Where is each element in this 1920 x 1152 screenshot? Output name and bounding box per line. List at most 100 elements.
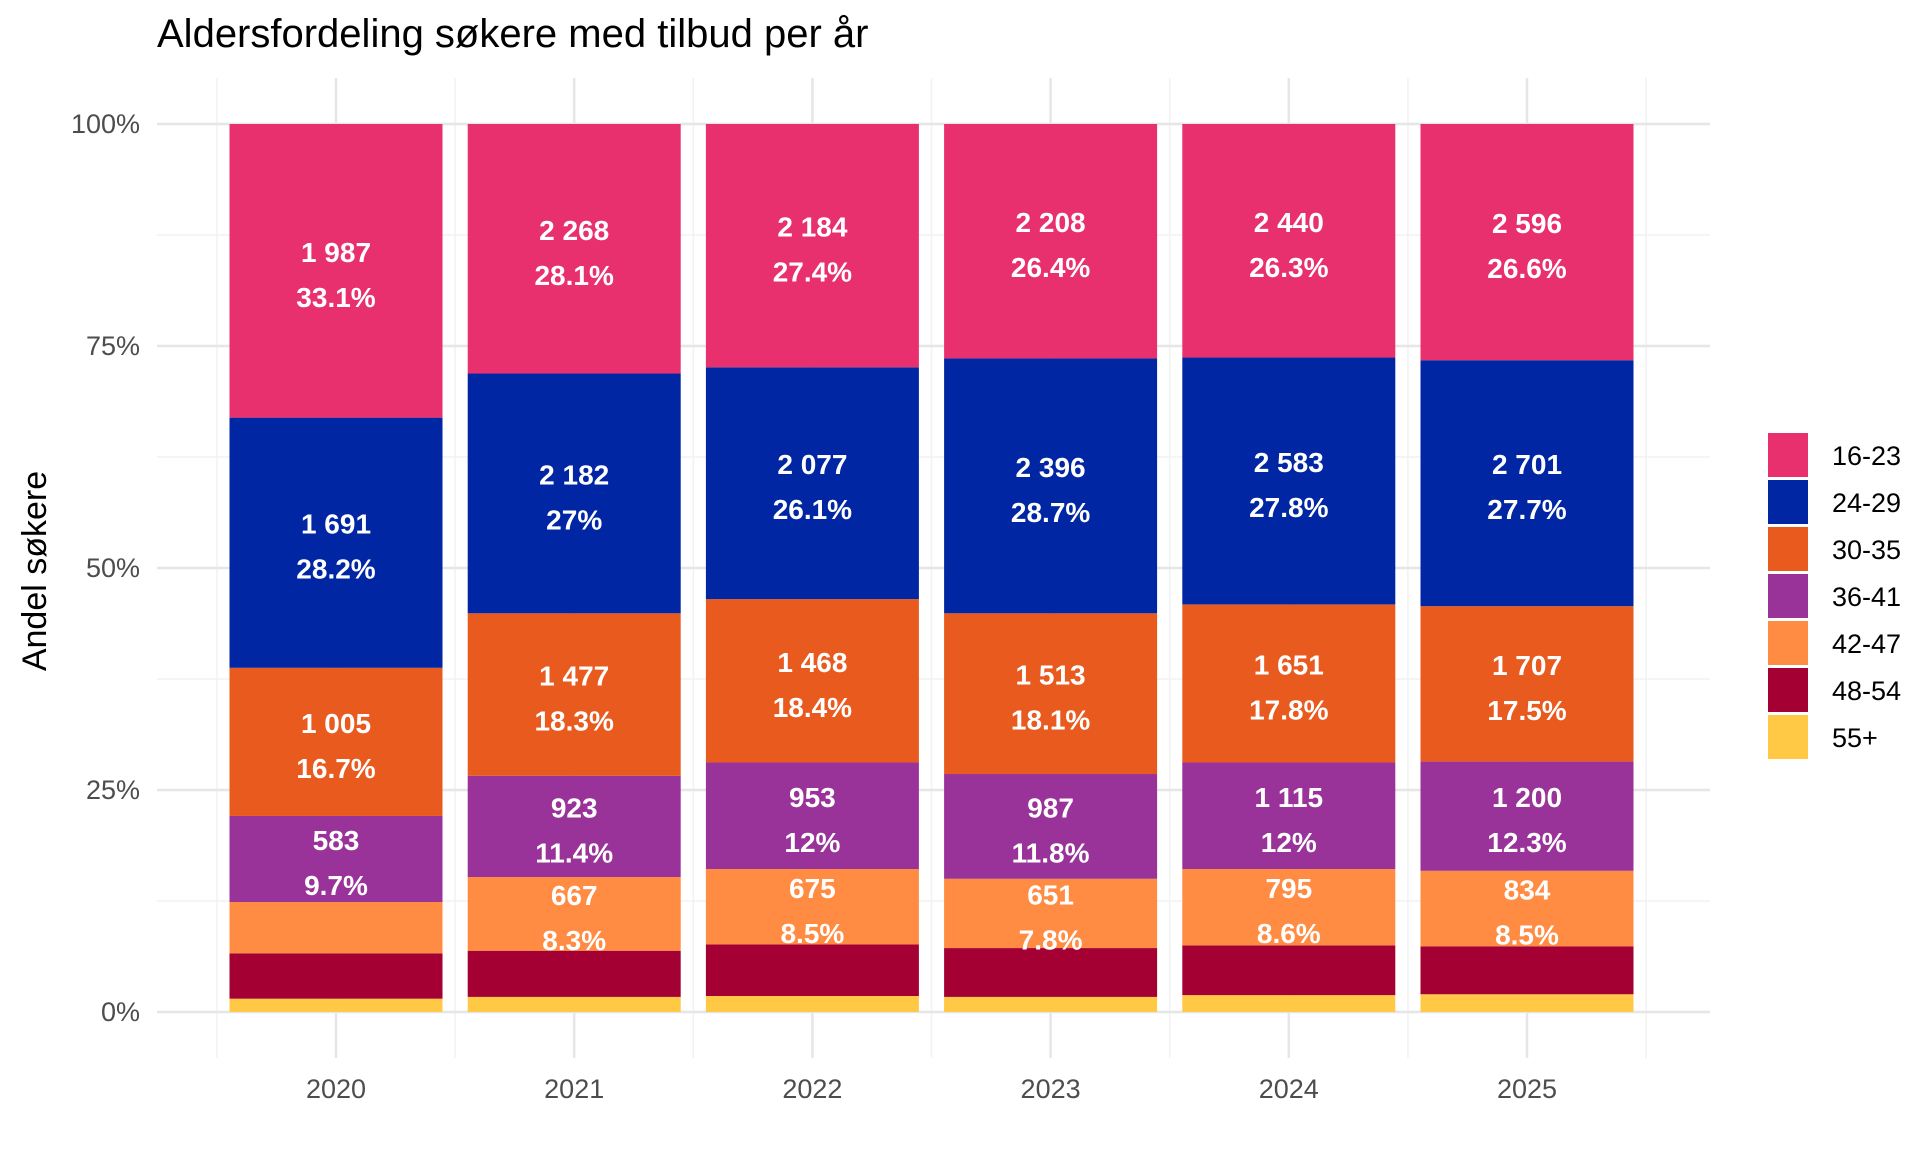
x-tick-label: 2021: [544, 1074, 604, 1104]
y-tick-label: 75%: [86, 331, 140, 361]
data-label-count: 1 987: [301, 237, 371, 268]
data-label-percent: 11.8%: [1012, 837, 1090, 868]
data-label-count: 987: [1027, 792, 1074, 823]
legend-key: [1768, 715, 1808, 759]
data-label-count: 834: [1504, 875, 1551, 906]
legend-label: 36-41: [1832, 582, 1901, 612]
bar-segment: [467, 996, 681, 1012]
data-label-count: 1 513: [1016, 660, 1086, 691]
data-label-percent: 27.7%: [1487, 494, 1566, 525]
data-label-percent: 12%: [1261, 827, 1317, 858]
data-label-percent: 28.1%: [534, 260, 613, 291]
data-label-percent: 16.7%: [296, 753, 375, 784]
data-label-percent: 12%: [784, 827, 840, 858]
bar-segment: [1420, 124, 1634, 361]
data-label-count: 2 440: [1254, 207, 1324, 238]
legend-key: [1768, 527, 1808, 571]
bar-segment: [1182, 995, 1396, 1012]
bar-segment: [229, 667, 443, 816]
x-tick-label: 2022: [782, 1074, 842, 1104]
data-label-count: 2 077: [777, 449, 847, 480]
data-label-percent: 26.4%: [1011, 252, 1090, 283]
bar-segment: [229, 815, 443, 902]
bar-segment: [944, 996, 1158, 1012]
bar-segment: [1420, 360, 1634, 607]
bar-segment: [944, 613, 1158, 775]
data-label-count: 583: [313, 825, 360, 856]
data-label-percent: 27.4%: [773, 257, 852, 288]
data-label-count: 2 268: [539, 215, 609, 246]
bar-segment: [467, 613, 681, 776]
data-label-percent: 26.6%: [1487, 253, 1566, 284]
bar-segment: [944, 358, 1158, 614]
data-label-percent: 11.4%: [535, 837, 613, 868]
data-label-percent: 17.5%: [1487, 695, 1566, 726]
data-label-percent: 12.3%: [1487, 827, 1566, 858]
bar-segment: [1182, 869, 1396, 946]
data-label-count: 2 396: [1016, 452, 1086, 483]
y-tick-label: 0%: [101, 997, 140, 1027]
y-tick-label: 100%: [71, 109, 140, 139]
data-label-percent: 8.3%: [542, 925, 606, 956]
bar-segment: [1182, 124, 1396, 358]
bar-segment: [705, 762, 919, 870]
legend-label: 24-29: [1832, 488, 1901, 518]
y-tick-label: 50%: [86, 553, 140, 583]
data-label-count: 923: [551, 792, 598, 823]
data-label-count: 2 184: [777, 212, 847, 243]
bar-segment: [1182, 357, 1396, 605]
legend-label: 55+: [1832, 723, 1878, 753]
bar-segment: [1420, 946, 1634, 995]
data-label-percent: 18.3%: [534, 706, 613, 737]
bars: [229, 124, 1634, 1012]
data-label-count: 2 701: [1492, 449, 1562, 480]
legend: 16-23 24-29 30-35 36-41 42-47 48-54 55+: [1768, 433, 1901, 759]
bar-segment: [229, 953, 443, 999]
bar-segment: [944, 878, 1158, 949]
y-axis-title: Andel søkere: [16, 471, 54, 671]
bar-segment: [705, 944, 919, 997]
data-label-percent: 26.3%: [1249, 252, 1328, 283]
data-label-count: 2 208: [1016, 207, 1086, 238]
data-label-count: 651: [1027, 879, 1074, 910]
data-label-count: 2 182: [539, 459, 609, 490]
legend-key: [1768, 668, 1808, 712]
bar-segment: [705, 367, 919, 600]
data-label-percent: 17.8%: [1249, 694, 1328, 725]
bar-segment: [705, 599, 919, 763]
data-label-percent: 28.7%: [1011, 497, 1090, 528]
bar-segment: [1182, 762, 1396, 870]
bar-segment: [467, 124, 681, 374]
data-label-percent: 26.1%: [773, 494, 852, 525]
y-tick-label: 25%: [86, 775, 140, 805]
data-label-count: 1 477: [539, 661, 609, 692]
bar-segment: [944, 774, 1158, 879]
data-label-count: 1 115: [1255, 782, 1324, 813]
bar-segment: [944, 124, 1158, 359]
bar-segment: [467, 373, 681, 614]
x-axis: 2020 2021 2022 2023 2024 2025: [306, 1074, 1557, 1104]
data-label-percent: 8.5%: [780, 918, 844, 949]
bar-segment: [705, 124, 919, 368]
data-label-count: 953: [789, 782, 836, 813]
data-label-count: 667: [551, 880, 598, 911]
bar-segment: [467, 950, 681, 997]
bar-segment: [229, 124, 443, 418]
bar-segment: [1420, 994, 1634, 1012]
data-label-count: 1 707: [1492, 650, 1562, 681]
bar-segment: [229, 901, 443, 954]
bar-segment: [229, 998, 443, 1012]
x-tick-label: 2020: [306, 1074, 366, 1104]
data-label-percent: 8.5%: [1495, 920, 1559, 951]
data-label-count: 2 583: [1254, 447, 1324, 478]
chart-title: Aldersfordeling søkere med tilbud per år: [157, 12, 869, 56]
data-label-count: 675: [789, 873, 836, 904]
bar-segment: [1420, 761, 1634, 871]
data-label-count: 1 200: [1492, 782, 1562, 813]
x-tick-label: 2025: [1497, 1074, 1557, 1104]
bar-segment: [1420, 870, 1634, 947]
legend-key: [1768, 433, 1808, 477]
data-label-count: 2 596: [1492, 208, 1562, 239]
bar-segment: [705, 869, 919, 945]
bar-segment: [944, 948, 1158, 997]
